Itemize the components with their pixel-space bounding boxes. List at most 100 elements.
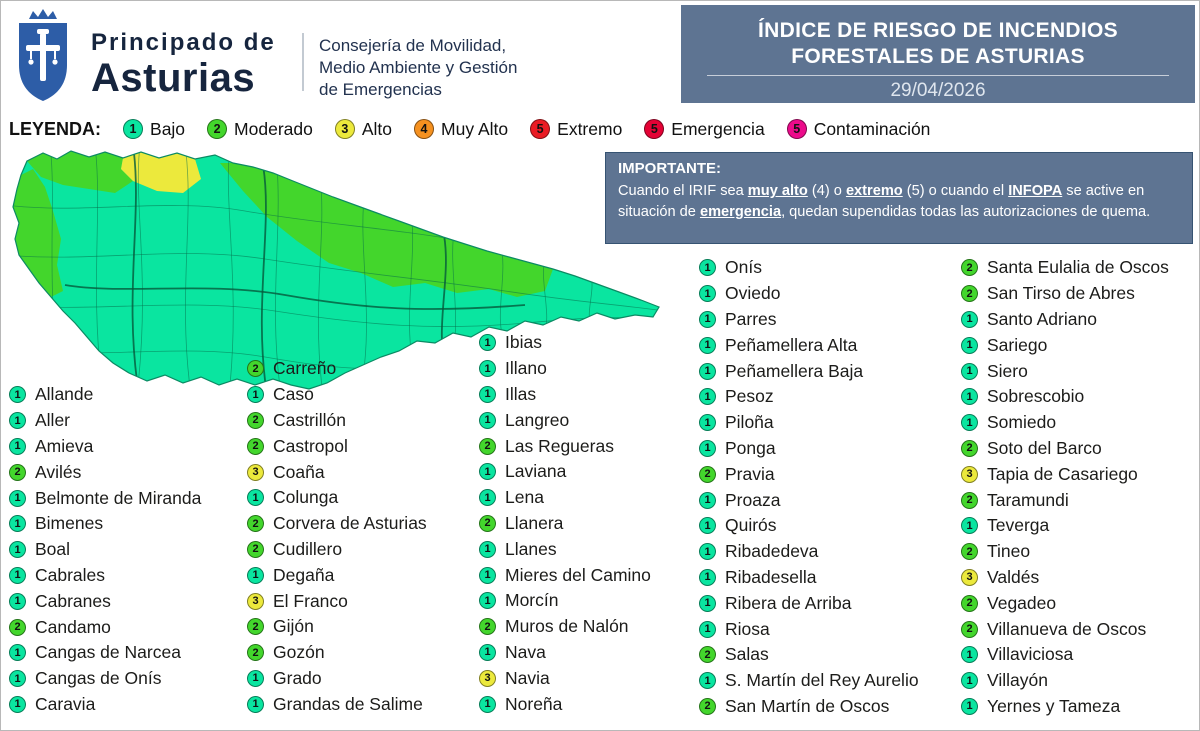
risk-level-badge: 1 <box>247 489 264 507</box>
municipality-name: Ponga <box>725 437 776 458</box>
municipality-row: 1 Proaza <box>699 487 919 513</box>
risk-level-badge: 2 <box>699 646 716 664</box>
municipality-name: Ribadedeva <box>725 541 819 562</box>
municipality-row: 1 Parres <box>699 307 919 333</box>
municipality-row: 2 Salas <box>699 642 919 668</box>
risk-level-badge: 2 <box>699 697 716 715</box>
notice-seg-muy-alto: muy alto <box>747 183 808 199</box>
municipality-row: 1 Degaña <box>247 562 427 588</box>
municipality-row: 2 Avilés <box>9 459 201 485</box>
municipality-name: Yernes y Tameza <box>987 695 1121 716</box>
risk-level-badge: 1 <box>699 285 716 303</box>
municipality-name: Noreña <box>505 693 563 714</box>
risk-level-badge: 2 <box>247 644 264 662</box>
legend-item-label: Contaminación <box>813 118 931 139</box>
municipality-row: 1 Caravia <box>9 692 201 718</box>
risk-level-badge: 1 <box>479 411 496 429</box>
municipality-name: Illano <box>505 358 547 379</box>
risk-level-badge: 1 <box>479 695 496 713</box>
risk-level-badge: 1 <box>699 568 716 586</box>
risk-level-badge: 1 <box>961 646 978 664</box>
risk-level-badge: 1 <box>247 566 264 584</box>
risk-level-badge: 2 <box>247 411 264 429</box>
risk-level-badge: 3 <box>479 669 496 687</box>
municipality-name: Nava <box>505 641 546 662</box>
legend-item-label: Extremo <box>557 118 623 139</box>
municipality-name: Allande <box>35 384 94 405</box>
risk-level-badge: 1 <box>9 644 26 662</box>
risk-level-badge: 1 <box>247 669 264 687</box>
risk-level-badge: 2 <box>247 437 264 455</box>
risk-level-badge: 1 <box>699 543 716 561</box>
municipality-name: Teverga <box>987 515 1050 536</box>
municipality-name: Ibias <box>505 332 542 353</box>
municipality-row: 1 Cabrales <box>9 563 201 589</box>
risk-level-badge: 2 <box>479 514 496 532</box>
municipality-row: 1 Grado <box>247 666 427 692</box>
risk-level-badge: 2 <box>247 618 264 636</box>
municipality-row: 1 Onís <box>699 255 919 281</box>
municipality-name: Grado <box>273 667 322 688</box>
risk-level-badge: 5 <box>786 119 807 139</box>
municipality-row: 1 Ibias <box>479 330 651 356</box>
municipality-row: 1 Somiedo <box>961 410 1169 436</box>
municipality-row: 2 Castropol <box>247 433 427 459</box>
risk-level-badge: 4 <box>414 119 435 139</box>
risk-level-badge: 1 <box>699 594 716 612</box>
municipality-name: Mieres del Camino <box>505 564 651 585</box>
municipality-name: Muros de Nalón <box>505 616 629 637</box>
risk-level-badge: 2 <box>247 515 264 533</box>
risk-level-badge: 1 <box>479 643 496 661</box>
municipality-name: Salas <box>725 644 769 665</box>
map-base-region <box>13 151 659 389</box>
risk-level-badge: 1 <box>961 672 978 690</box>
municipality-row: 1 Santo Adriano <box>961 307 1169 333</box>
risk-level-badge: 1 <box>9 695 26 713</box>
risk-level-badge: 1 <box>9 515 26 533</box>
municipality-row: 1 Siero <box>961 358 1169 384</box>
municipality-row: 1 Illas <box>479 382 651 408</box>
municipality-row: 2 Las Regueras <box>479 433 651 459</box>
risk-level-badge: 1 <box>9 437 26 455</box>
municipality-row: 2 Soto del Barco <box>961 436 1169 462</box>
risk-level-badge: 3 <box>247 592 264 610</box>
municipality-column-1: 1 Allande 1 Aller 1 Amieva 2 Avilés 1 Be… <box>9 382 201 717</box>
risk-level-badge: 1 <box>699 491 716 509</box>
municipality-row: 1 Colunga <box>247 485 427 511</box>
municipality-name: Cabrales <box>35 564 106 585</box>
municipality-row: 2 Gijón <box>247 614 427 640</box>
municipality-name: Caso <box>273 384 314 405</box>
risk-level-badge: 1 <box>699 439 716 457</box>
legend-item: 5 Contaminación <box>786 118 931 140</box>
municipality-row: 1 S. Martín del Rey Aurelio <box>699 668 919 694</box>
risk-level-badge: 2 <box>207 119 228 139</box>
risk-level-badge: 1 <box>699 259 716 277</box>
municipality-name: Grandas de Salime <box>273 693 423 714</box>
municipality-name: Cangas de Narcea <box>35 642 181 663</box>
municipality-row: 1 Aller <box>9 408 201 434</box>
municipality-row: 1 Piloña <box>699 410 919 436</box>
municipality-row: 1 Pesoz <box>699 384 919 410</box>
legend-item: 5 Extremo <box>530 119 622 140</box>
risk-level-badge: 3 <box>247 463 264 481</box>
municipality-row: 1 Morcín <box>479 588 651 614</box>
risk-level-badge: 2 <box>961 594 978 612</box>
municipality-name: Carreño <box>273 358 337 379</box>
org-name-line2: Asturias <box>91 56 256 100</box>
risk-level-badge: 1 <box>699 517 716 535</box>
risk-level-badge: 2 <box>961 285 978 303</box>
municipality-name: Piloña <box>725 412 774 433</box>
municipality-row: 1 Grandas de Salime <box>247 691 427 717</box>
municipality-row: 3 Tapia de Casariego <box>961 461 1169 487</box>
municipality-name: Boal <box>35 539 71 560</box>
municipality-row: 1 Cangas de Narcea <box>9 640 201 666</box>
risk-level-badge: 1 <box>961 414 978 432</box>
municipality-name: Quirós <box>725 515 777 536</box>
risk-level-badge: 3 <box>961 465 978 483</box>
risk-level-badge: 2 <box>961 620 978 638</box>
header-divider <box>302 33 304 91</box>
municipality-name: Somiedo <box>987 412 1057 433</box>
municipality-row: 2 Muros de Nalón <box>479 614 651 640</box>
municipality-row: 1 Yernes y Tameza <box>961 694 1169 720</box>
